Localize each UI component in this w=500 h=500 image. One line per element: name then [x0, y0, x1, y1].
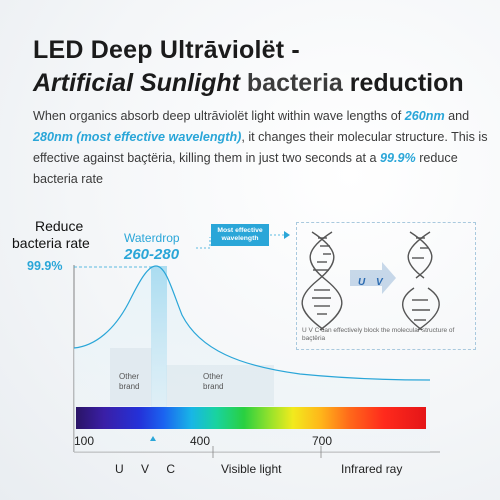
- absorption-curve: [73, 265, 431, 381]
- title-bacteria: bacteria: [246, 69, 343, 97]
- other-brand-2-line1: Other: [203, 372, 224, 381]
- dna-caption: U V C can effectively block the molecula…: [302, 327, 455, 342]
- title-artificial-sunlight: Artificial Sunlight: [33, 69, 240, 97]
- uvc-label: U V C: [115, 462, 183, 476]
- most-effective-badge: Most effective wavelength: [211, 224, 269, 246]
- tick-100: 100: [74, 434, 95, 448]
- other-brand-label-2: Other brand: [203, 372, 223, 392]
- other-brand-label-1: Other brand: [119, 372, 139, 392]
- dna-helix-intact-icon: [301, 231, 343, 331]
- uv-arrow-icon: [350, 262, 396, 294]
- y-axis-label-line1: Reduce: [35, 218, 84, 234]
- other-brand-1-line1: Other: [119, 372, 140, 381]
- description: When organics absorb deep ultrāviolët li…: [33, 106, 493, 190]
- desc-highlight-260: 260nm: [404, 109, 445, 123]
- desc-text-4: reduce bacteria rate: [33, 151, 458, 186]
- y-axis-label-line2: bacteria rate: [12, 235, 90, 251]
- other-brand-region-1: [110, 348, 152, 406]
- desc-text-3: , it changes their molecular structure. …: [33, 130, 488, 165]
- desc-highlight-999: 99.9%: [379, 151, 416, 165]
- page-title-line1: LED Deep Ultrāviolët -: [33, 36, 300, 64]
- desc-text-2: and: [444, 109, 470, 123]
- waterdrop-band: [151, 266, 167, 407]
- tick-700: 700: [312, 434, 333, 448]
- pointer-arrowhead: [284, 231, 290, 239]
- wavelength-range: 260-280: [124, 246, 180, 263]
- waterdrop-marker-icon: [150, 436, 156, 441]
- other-brand-2-line2: brand: [203, 382, 224, 391]
- title-reduction: reduction: [349, 69, 464, 97]
- other-brand-1-line2: brand: [119, 382, 140, 391]
- page-title-line2: Artificial Sunlight bacteria reduction: [33, 69, 464, 98]
- infrared-label: Infrared ray: [341, 462, 403, 476]
- uv-arrow-label: U V: [358, 277, 387, 288]
- peak-percent: 99.9%: [27, 259, 63, 273]
- desc-text-1: When organics absorb deep ultrāviolët li…: [33, 109, 405, 123]
- tick-400: 400: [190, 434, 211, 448]
- visible-light-label: Visible light: [221, 462, 282, 476]
- most-effective-line1: Most effective: [217, 227, 263, 234]
- dna-helix-broken-icon: [402, 231, 440, 331]
- other-brand-region-2: [166, 365, 274, 406]
- y-axis-label: Reduce bacteria rate: [12, 218, 90, 252]
- pointer-dashed: [196, 237, 211, 249]
- dna-illustration-box: [296, 222, 476, 350]
- desc-highlight-280: 280nm (most effective wavelength): [33, 130, 242, 144]
- waterdrop-label: Waterdrop: [124, 231, 180, 245]
- light-spectrum-bar: [76, 407, 426, 429]
- most-effective-line2: wavelength: [221, 235, 259, 242]
